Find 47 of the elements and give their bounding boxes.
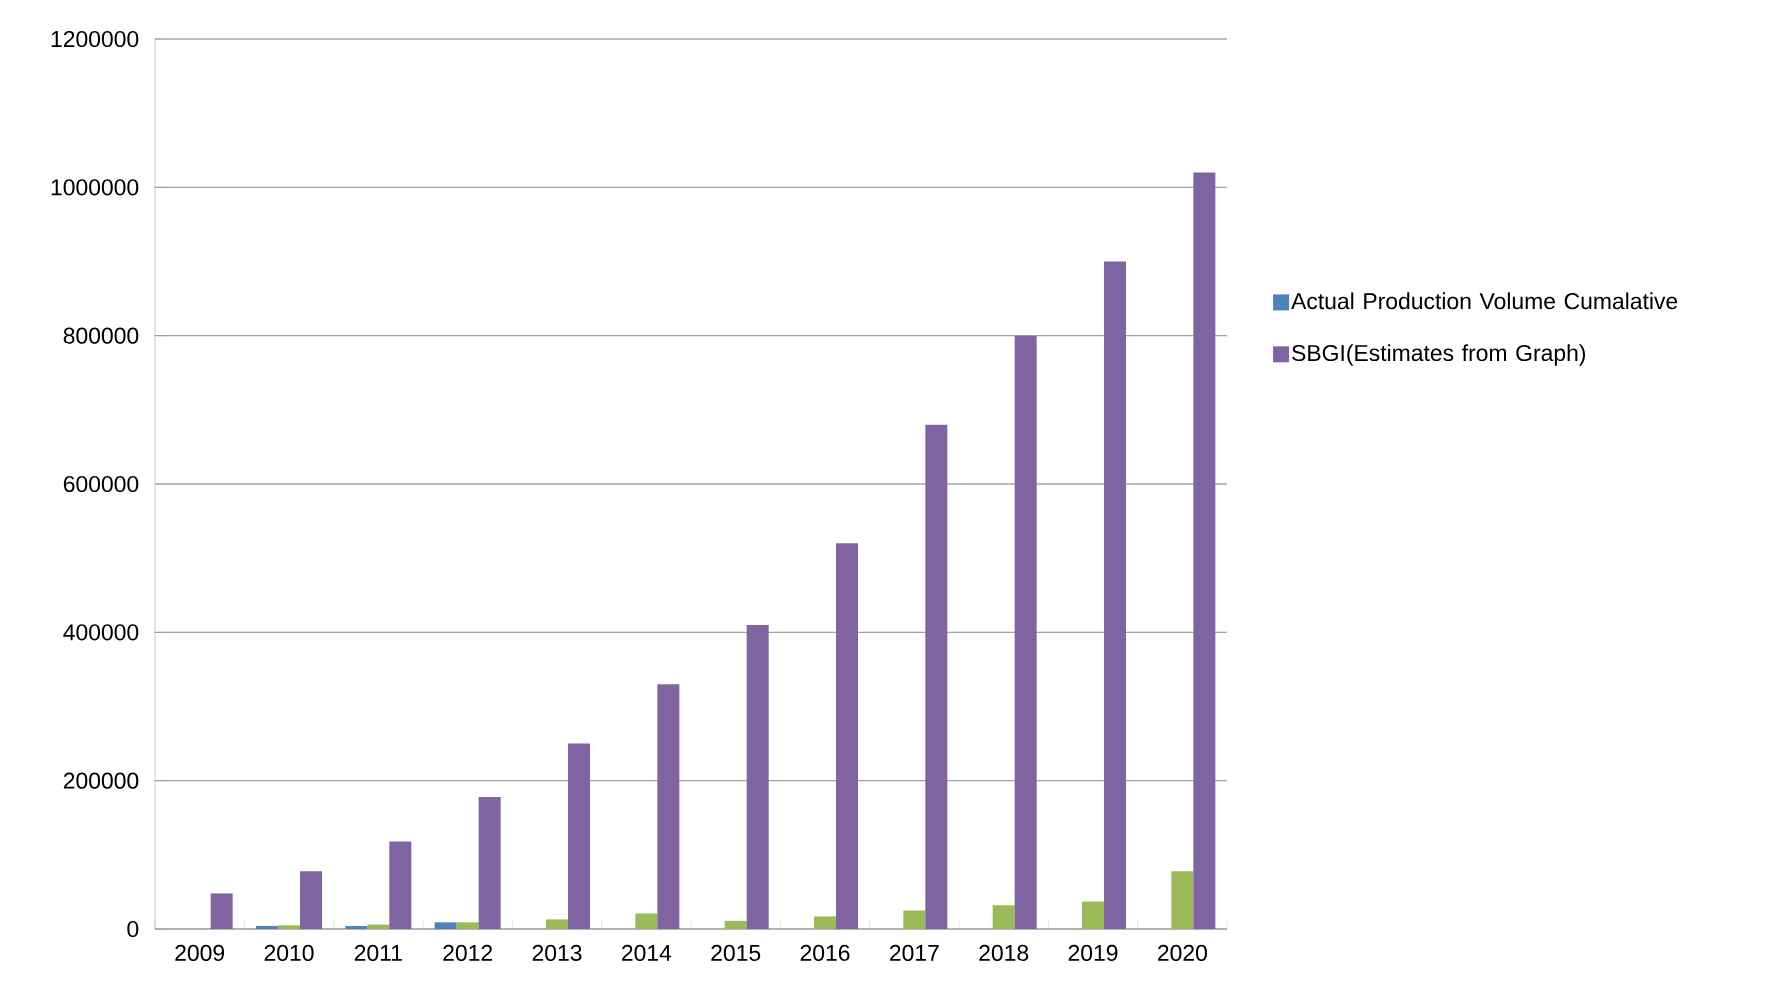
x-tick-label: 2014: [622, 944, 672, 962]
bar: [836, 543, 859, 929]
x-tick-label: 2017: [890, 944, 939, 962]
bar: [1082, 901, 1105, 929]
legend-label: Actual Production Volume Cumalative: [1291, 292, 1678, 310]
y-tick-label: 400000: [63, 624, 139, 641]
y-tick-label: 1000000: [51, 179, 139, 196]
x-tick-label: 2012: [443, 944, 492, 962]
x-tick-label: 2009: [175, 944, 225, 962]
x-tick-label: 2019: [1068, 944, 1118, 962]
x-tick-label: 2018: [979, 944, 1029, 962]
bar: [568, 743, 591, 929]
bar: [434, 922, 457, 929]
bar: [389, 841, 412, 929]
bar: [1104, 261, 1127, 929]
x-tick-label: 2015: [711, 944, 761, 962]
bar: [1171, 871, 1194, 929]
bar: [724, 920, 747, 929]
x-tick-label: 2010: [264, 944, 314, 962]
y-tick-label: 800000: [63, 327, 139, 344]
bar: [367, 924, 390, 929]
bar: [456, 922, 479, 929]
bar: [256, 926, 278, 929]
bar: [925, 424, 948, 929]
bar: [992, 905, 1015, 929]
x-tick-label: 2011: [354, 944, 402, 962]
legend-label: SBGI(Estimates from Graph): [1292, 344, 1586, 366]
bar: [746, 624, 769, 929]
bar: [210, 893, 233, 929]
bar: [1193, 172, 1216, 929]
bar: [657, 684, 680, 929]
x-tick-label: 2013: [532, 944, 582, 962]
x-tick-label: 2020: [1158, 944, 1207, 962]
bar: [278, 925, 300, 929]
y-tick-label: 1200000: [51, 30, 139, 48]
x-tick-label: 2016: [800, 944, 850, 962]
bar: [814, 916, 837, 929]
bar: [345, 926, 368, 929]
bar: [635, 913, 658, 929]
y-tick-label: 600000: [63, 475, 139, 493]
y-tick-label: 0: [127, 920, 139, 938]
bar: [478, 796, 501, 929]
bar: [903, 910, 926, 929]
bar: [546, 919, 569, 929]
y-tick-label: 200000: [63, 772, 139, 789]
bar: [1014, 335, 1037, 929]
bar: [300, 871, 322, 929]
